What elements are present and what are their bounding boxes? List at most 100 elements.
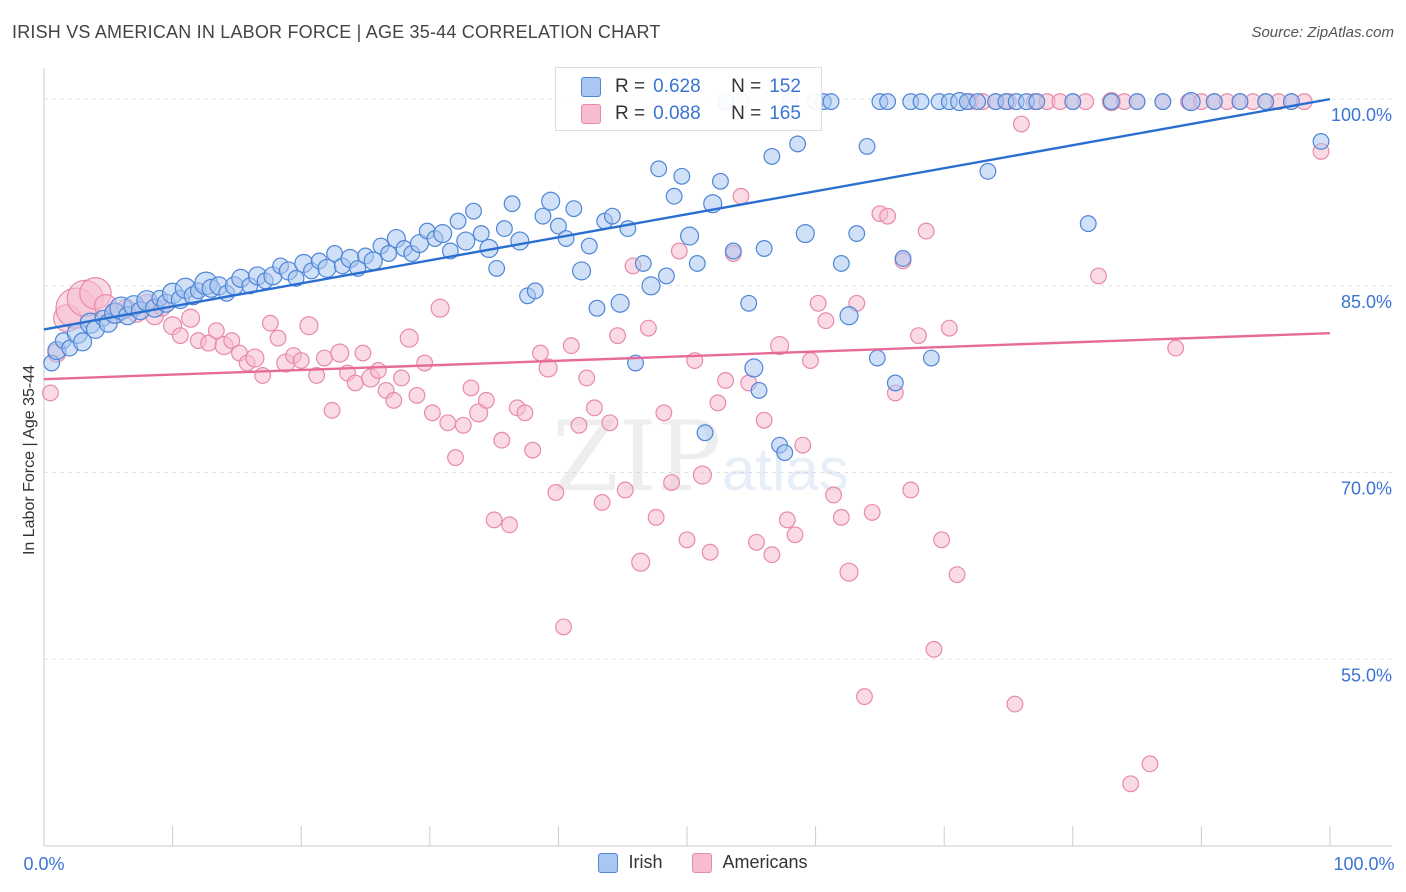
americans-point: [655, 404, 673, 422]
americans-point: [462, 379, 480, 397]
irish-point: [603, 207, 621, 225]
irish-point: [795, 223, 815, 244]
americans-point: [323, 401, 341, 419]
irish-point: [696, 424, 714, 442]
source-label: Source: ZipAtlas.com: [1251, 24, 1394, 41]
irish-trend-line: [43, 97, 1331, 331]
irish-point: [571, 261, 592, 281]
irish-point: [711, 172, 729, 190]
irish-point: [472, 225, 490, 242]
trend-lines: [43, 97, 1331, 381]
americans-point: [399, 328, 419, 348]
irish-point: [740, 294, 758, 312]
irish-n-label: N =: [731, 76, 762, 97]
irish-point: [1231, 93, 1249, 111]
americans-point: [524, 441, 542, 459]
americans-point: [477, 391, 495, 409]
irish-point: [641, 276, 661, 296]
americans-r-label: R =: [615, 103, 646, 124]
americans-point: [809, 294, 827, 312]
americans-point: [856, 688, 873, 706]
americans-point: [663, 474, 681, 491]
legend-americans-label: Americans: [722, 852, 808, 872]
irish-point: [565, 200, 583, 218]
americans-point: [701, 543, 719, 561]
irish-point: [488, 259, 506, 277]
americans-point: [485, 511, 503, 529]
irish-point: [363, 251, 383, 271]
americans-point: [346, 374, 364, 392]
stats-row-americans: R = 0.088 N = 165: [581, 101, 801, 127]
americans-point: [493, 431, 511, 449]
americans-point: [547, 484, 565, 501]
irish-point: [744, 358, 764, 378]
irish-point: [1079, 215, 1097, 233]
americans-point: [1012, 115, 1030, 133]
americans-point: [778, 511, 796, 529]
americans-point: [555, 618, 572, 636]
irish-point: [549, 217, 567, 235]
americans-point: [578, 369, 596, 387]
americans-point: [755, 411, 773, 429]
americans-point: [1090, 267, 1107, 285]
americans-point: [423, 404, 441, 422]
irish-point: [763, 147, 781, 165]
y-tick-labels: 100.0% 85.0% 70.0% 55.0%: [1331, 105, 1392, 685]
americans-point: [1006, 695, 1024, 713]
legend-americans-swatch: [692, 852, 713, 873]
americans-point: [516, 404, 534, 422]
americans-point: [416, 354, 434, 372]
americans-point: [585, 399, 603, 417]
irish-point: [588, 299, 606, 317]
americans-point: [41, 384, 59, 402]
americans-point: [917, 222, 935, 240]
americans-point: [570, 416, 588, 434]
americans-point: [839, 562, 859, 582]
americans-point: [770, 336, 790, 356]
americans-point: [817, 312, 835, 330]
americans-point: [925, 640, 943, 658]
americans-point: [709, 394, 727, 412]
americans-point: [308, 367, 326, 384]
americans-point: [786, 526, 804, 544]
americans-point: [454, 416, 472, 434]
americans-point: [940, 319, 958, 337]
americans-point: [933, 531, 951, 549]
americans-point: [439, 414, 457, 432]
americans-n-value: 165: [769, 103, 801, 124]
americans-point: [408, 386, 426, 404]
americans-point: [1141, 755, 1159, 773]
americans-point: [678, 531, 696, 549]
irish-point: [1028, 93, 1046, 111]
irish-point: [755, 240, 773, 257]
americans-point: [670, 242, 688, 260]
irish-point: [673, 167, 691, 185]
americans-point: [832, 508, 850, 526]
legend-item-americans[interactable]: Americans: [692, 852, 808, 873]
legend-item-irish[interactable]: Irish: [598, 852, 662, 873]
irish-point: [848, 225, 866, 242]
americans-point: [1122, 775, 1140, 793]
irish-point: [969, 93, 987, 111]
irish-point: [449, 212, 467, 230]
americans-point: [447, 449, 464, 467]
irish-point: [1312, 133, 1330, 150]
americans-point: [863, 503, 881, 521]
americans-point: [639, 319, 657, 337]
irish-swatch: [581, 77, 601, 97]
irish-point: [503, 195, 521, 213]
irish-point: [680, 226, 700, 246]
americans-point: [794, 436, 812, 454]
irish-point: [557, 230, 575, 247]
irish-point: [73, 332, 93, 352]
y-tick-label: 70.0%: [1341, 479, 1392, 499]
americans-point: [748, 533, 765, 551]
americans-point: [593, 493, 611, 511]
x-tick-label-left: 0.0%: [23, 854, 64, 874]
americans-point: [948, 566, 966, 584]
irish-point: [832, 254, 850, 272]
americans-point: [330, 343, 350, 363]
americans-point: [393, 369, 410, 387]
irish-point: [380, 245, 398, 262]
irish-point: [433, 223, 453, 244]
